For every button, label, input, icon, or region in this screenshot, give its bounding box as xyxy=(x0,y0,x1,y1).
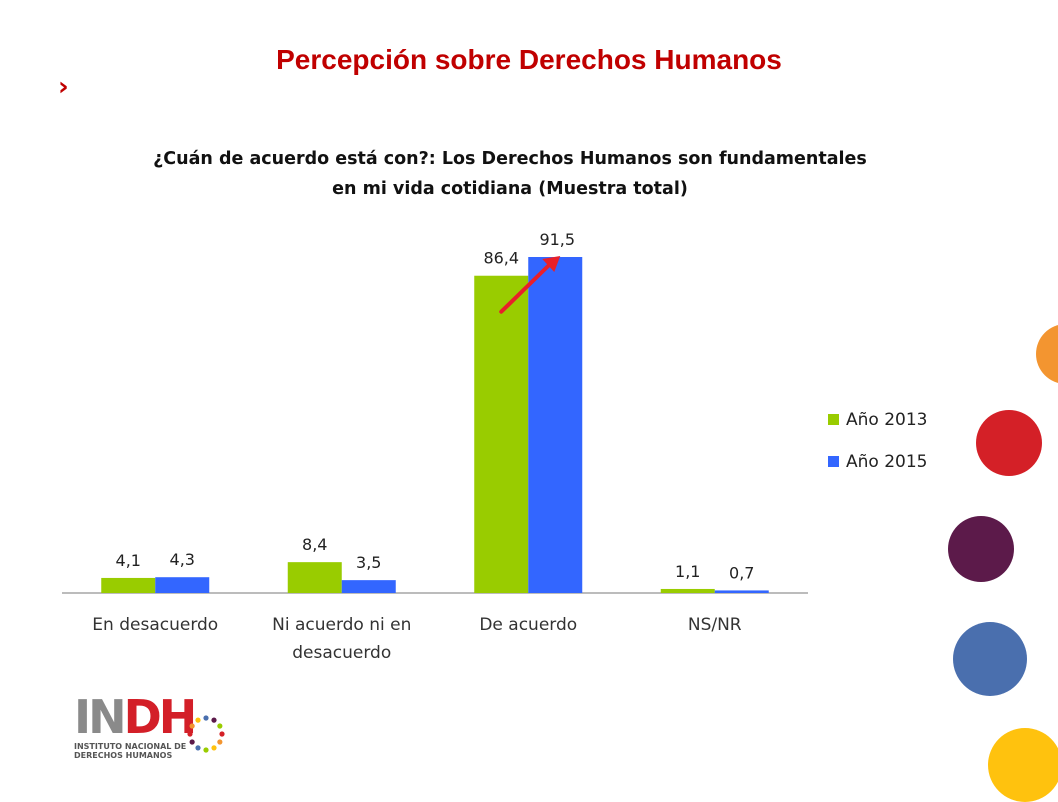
annotation-arrow-head-icon xyxy=(542,256,561,272)
data-label-2015-2: 91,5 xyxy=(539,230,575,249)
data-label-2013-1: 8,4 xyxy=(302,535,327,554)
bar-2015-2 xyxy=(528,257,583,593)
legend-item-2013: Año 2013 xyxy=(828,405,927,434)
bar-2013-2 xyxy=(474,275,529,593)
x-tick-label-2-0: De acuerdo xyxy=(479,615,577,635)
bar-2015-1 xyxy=(341,580,396,593)
annotation-arrow-shaft xyxy=(499,260,555,314)
logo-dot xyxy=(189,723,195,729)
logo-dot xyxy=(217,723,223,729)
logo-dot xyxy=(211,745,217,751)
x-tick-label-1-0: Ni acuerdo ni en xyxy=(272,615,411,635)
logo-dot xyxy=(189,739,195,745)
indh-logo: INDH INSTITUTO NACIONAL DE DERECHOS HUMA… xyxy=(74,694,234,760)
logo-dot xyxy=(203,715,209,721)
chart-legend: Año 2013 Año 2015 xyxy=(828,405,927,489)
logo-wordmark: INDH xyxy=(74,690,197,744)
data-label-2013-0: 4,1 xyxy=(116,551,141,570)
decorative-circle-red xyxy=(976,410,1042,476)
chart-title: ¿Cuán de acuerdo está con?: Los Derechos… xyxy=(140,144,880,204)
decorative-circle-purple xyxy=(948,516,1014,582)
data-label-2013-3: 1,1 xyxy=(675,562,700,581)
data-label-2015-1: 3,5 xyxy=(356,553,381,572)
decorative-circle-orange xyxy=(1036,324,1058,384)
chart-title-line-2: en mi vida cotidiana (Muestra total) xyxy=(332,179,688,199)
bullet-marker-icon: › xyxy=(58,72,69,102)
logo-dot xyxy=(195,717,201,723)
x-tick-label-1-1: desacuerdo xyxy=(292,643,391,663)
x-tick-label-0-0: En desacuerdo xyxy=(92,615,218,635)
bar-2013-1 xyxy=(287,562,342,593)
data-label-2013-2: 86,4 xyxy=(483,249,519,268)
logo-dot xyxy=(217,739,223,745)
bar-2015-3 xyxy=(714,590,769,593)
legend-swatch-2015 xyxy=(828,456,839,467)
legend-label-2015: Año 2015 xyxy=(846,451,928,472)
logo-subtitle: INSTITUTO NACIONAL DE DERECHOS HUMANOS xyxy=(74,742,187,760)
logo-dot xyxy=(203,747,209,753)
data-label-2015-3: 0,7 xyxy=(729,563,754,582)
slide-title: Percepción sobre Derechos Humanos xyxy=(276,44,782,75)
bar-2015-0 xyxy=(155,577,210,593)
bar-2013-3 xyxy=(660,588,715,593)
decorative-circle-blue xyxy=(953,622,1027,696)
logo-dot xyxy=(187,731,193,737)
decorative-circle-yellow xyxy=(988,728,1058,802)
legend-label-2013: Año 2013 xyxy=(846,409,928,430)
logo-dot xyxy=(219,731,225,737)
bar-2013-0 xyxy=(101,577,156,593)
logo-dot xyxy=(195,745,201,751)
legend-swatch-2013 xyxy=(828,414,839,425)
logo-dot-ring-icon xyxy=(187,715,225,753)
legend-item-2015: Año 2015 xyxy=(828,447,927,476)
data-label-2015-0: 4,3 xyxy=(170,550,195,569)
logo-dot xyxy=(211,717,217,723)
chart-title-line-1: ¿Cuán de acuerdo está con?: Los Derechos… xyxy=(153,149,867,169)
x-tick-label-3-0: NS/NR xyxy=(688,615,742,635)
